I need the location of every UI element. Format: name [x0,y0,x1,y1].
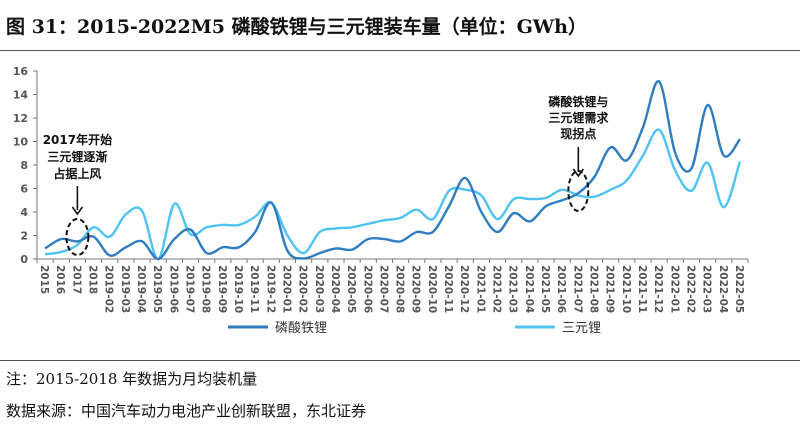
x-tick-label: 2021-11 [636,265,648,313]
x-tick-label: 2020-05 [345,265,357,313]
x-tick-label: 2021-02 [491,265,503,313]
x-tick-label: 2022-02 [684,265,696,313]
x-tick-label: 2020-07 [377,265,389,313]
x-tick-label: 2020-09 [410,265,422,313]
x-tick-label: 2020-04 [329,265,341,313]
footnote: 注：2015-2018 年数据为月均装机量 [6,370,258,388]
x-tick-label: 2019-10 [232,265,244,313]
annotation-text: 2017年开始 [43,132,112,147]
footer-divider [0,360,800,361]
x-tick-label: 2021-10 [620,265,632,313]
x-tick-label: 2022-05 [733,265,745,313]
figure-title: 图 31：2015-2022M5 磷酸铁锂与三元锂装车量（单位：GWh） [6,16,587,38]
x-tick-label: 2021-08 [587,265,599,313]
x-tick-label: 2020-08 [394,265,406,313]
y-tick-label: 0 [20,253,28,266]
y-tick-label: 2 [20,230,28,243]
x-tick-label: 2021-09 [604,265,616,313]
annotation-text: 磷酸铁锂与 [548,94,608,109]
x-tick-label: 2020-02 [297,265,309,313]
y-tick-label: 10 [13,136,29,149]
legend-label: 磷酸铁锂 [275,321,327,336]
y-tick-label: 16 [13,65,29,78]
x-tick-label: 2022-03 [701,265,713,313]
x-tick-label: 2020-11 [442,265,454,313]
y-tick-label: 4 [20,206,28,219]
x-tick-label: 2020-03 [313,265,325,313]
x-tick-label: 2021-12 [652,265,664,313]
x-tick-label: 2019-02 [103,265,115,313]
x-tick-label: 2020-10 [426,265,438,313]
legend-label: 三元锂 [562,321,601,336]
series-line-lfp [44,80,741,261]
x-tick-label: 2020-06 [361,265,373,313]
x-tick-label: 2021-01 [474,265,486,313]
x-tick-label: 2019-06 [167,265,179,313]
x-tick-label: 2019-07 [184,265,196,313]
y-tick-label: 6 [20,183,28,196]
annotation-text: 三元锂需求 [548,110,609,125]
x-tick-label: 2021-07 [571,265,583,313]
title-divider [0,50,800,51]
annotation-ellipse [65,218,90,256]
x-tick-label: 2021-03 [507,265,519,313]
x-tick-label: 2019-04 [135,265,147,313]
x-tick-label: 2019-05 [151,265,163,313]
x-tick-label: 2017 [70,265,82,294]
arrow-head-icon [71,206,84,216]
y-tick-label: 8 [20,159,28,172]
x-tick-label: 2019-03 [119,265,131,313]
source-note: 数据来源：中国汽车动力电池产业创新联盟，东北证券 [6,402,367,420]
x-tick-label: 2020-01 [280,265,292,313]
x-tick-label: 2019-11 [248,265,260,313]
x-tick-label: 2022-01 [668,265,680,313]
x-tick-label: 2018 [87,265,99,294]
x-tick-label: 2016 [54,265,66,294]
annotation-text: 占据上风 [53,166,101,181]
annotation-ellipse [567,170,590,212]
x-tick-label: 2015 [38,265,50,294]
x-tick-label: 2022-04 [717,265,729,313]
x-tick-label: 2021-06 [555,265,567,313]
x-tick-label: 2021-04 [523,265,535,313]
y-tick-label: 14 [13,89,29,102]
line-chart: 0 2 4 6 8 10 12 14 16 2015 2016 2017 2018 2019-02 2019… [13,65,749,336]
x-tick-label: 2019-09 [216,265,228,313]
x-tick-label: 2019-12 [264,265,276,313]
annotation-text: 现拐点 [560,126,596,141]
annotation-text: 三元锂逐渐 [47,149,107,164]
x-tick-label: 2020-12 [458,265,470,313]
y-tick-label: 12 [13,112,28,125]
x-tick-label: 2021-05 [539,265,551,313]
x-tick-label: 2019-08 [200,265,212,313]
